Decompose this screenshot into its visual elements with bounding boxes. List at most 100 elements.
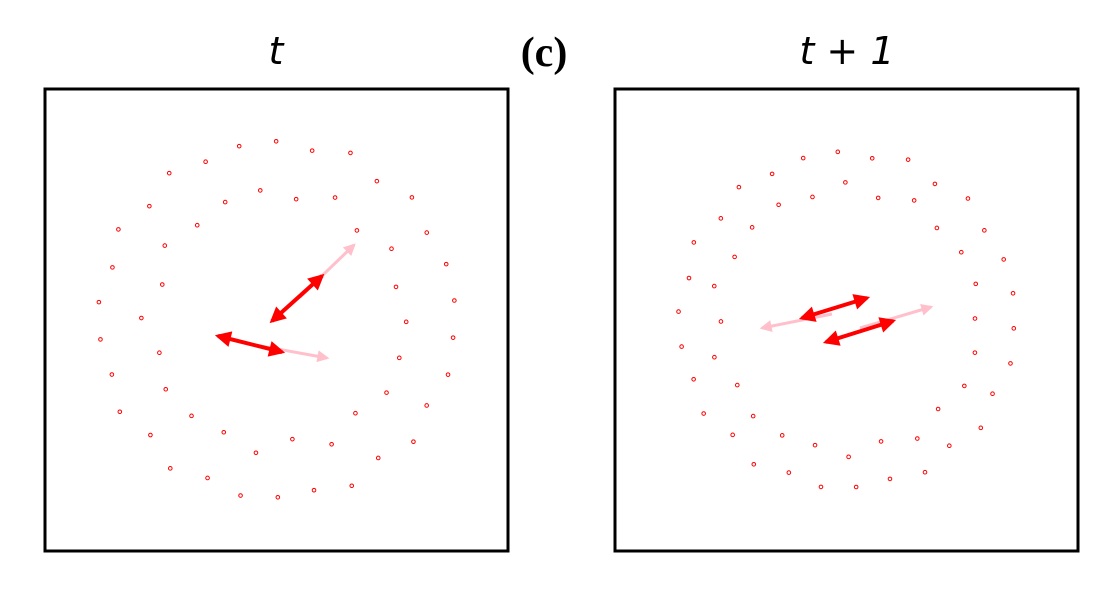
particle	[236, 143, 242, 149]
particle	[869, 155, 875, 161]
particle	[972, 350, 978, 355]
particle	[443, 261, 449, 267]
particles	[96, 138, 1017, 500]
particle	[818, 484, 824, 490]
particle	[403, 319, 409, 325]
arrow	[214, 331, 286, 357]
particle	[1010, 290, 1016, 296]
particle	[311, 487, 317, 493]
arrow	[759, 312, 833, 333]
arrow	[269, 273, 325, 324]
particle	[691, 376, 696, 382]
particle	[189, 413, 194, 419]
particle	[676, 309, 681, 314]
particle	[701, 411, 706, 416]
arrow	[798, 294, 871, 322]
particle	[887, 476, 893, 482]
particle	[349, 483, 355, 489]
particle	[965, 196, 971, 201]
particle	[166, 170, 172, 176]
particle	[751, 461, 757, 467]
panel-title: t + 1	[799, 29, 894, 73]
particle	[973, 281, 979, 287]
particle	[749, 225, 755, 230]
particle	[409, 195, 415, 200]
particle	[905, 157, 911, 162]
particle	[972, 316, 978, 321]
particle	[450, 335, 456, 340]
particle	[776, 202, 781, 208]
particle	[374, 178, 380, 184]
particle	[769, 171, 775, 177]
particle	[915, 436, 920, 441]
particle	[424, 230, 430, 235]
particle	[978, 425, 984, 431]
particle	[732, 254, 737, 260]
particle	[384, 390, 389, 395]
particle	[730, 432, 735, 438]
particle	[139, 315, 144, 321]
particle	[354, 228, 360, 233]
particle	[835, 149, 841, 155]
particle	[290, 436, 295, 442]
particle	[445, 372, 451, 377]
particle	[275, 495, 281, 500]
particle	[679, 344, 684, 349]
particle	[810, 194, 815, 200]
arrows	[214, 243, 934, 363]
arrow	[822, 317, 897, 346]
particle	[800, 155, 806, 161]
particle	[734, 382, 740, 388]
particle	[718, 216, 724, 221]
particle	[273, 138, 279, 144]
particle	[393, 284, 399, 290]
particle	[990, 391, 995, 397]
particle	[353, 410, 358, 416]
particle	[1011, 326, 1017, 331]
particle	[203, 159, 208, 165]
particle	[686, 275, 692, 281]
particle	[935, 406, 941, 412]
particle	[109, 372, 115, 377]
panel-label: (c)	[521, 30, 568, 76]
particle	[348, 150, 353, 156]
particle	[843, 180, 848, 185]
particle	[934, 225, 940, 231]
particle	[167, 466, 173, 471]
arrow	[859, 303, 934, 330]
particle	[711, 283, 717, 289]
particle	[98, 337, 103, 342]
particle	[947, 443, 952, 449]
particle	[786, 470, 792, 475]
particle	[332, 195, 338, 200]
particle	[389, 246, 394, 252]
particle	[163, 386, 169, 392]
particle	[779, 433, 785, 438]
particle	[959, 249, 964, 255]
particle	[257, 188, 263, 193]
particle	[110, 265, 115, 270]
particle	[846, 454, 851, 460]
particle	[853, 484, 859, 490]
particle	[396, 355, 402, 361]
particle	[750, 413, 756, 419]
particle	[982, 228, 987, 233]
panel-title: t	[269, 29, 286, 73]
particle	[1008, 361, 1013, 366]
particle	[293, 196, 299, 202]
particle	[411, 439, 416, 444]
particle	[736, 184, 742, 190]
particle	[148, 432, 153, 438]
panel-frame	[43, 87, 510, 553]
particle	[878, 439, 884, 444]
particle	[238, 493, 243, 498]
particle	[922, 469, 928, 475]
particle	[712, 354, 717, 360]
particle	[309, 148, 315, 153]
particle	[157, 350, 162, 356]
particle	[375, 455, 381, 461]
particle	[117, 409, 123, 415]
particle	[424, 403, 429, 408]
